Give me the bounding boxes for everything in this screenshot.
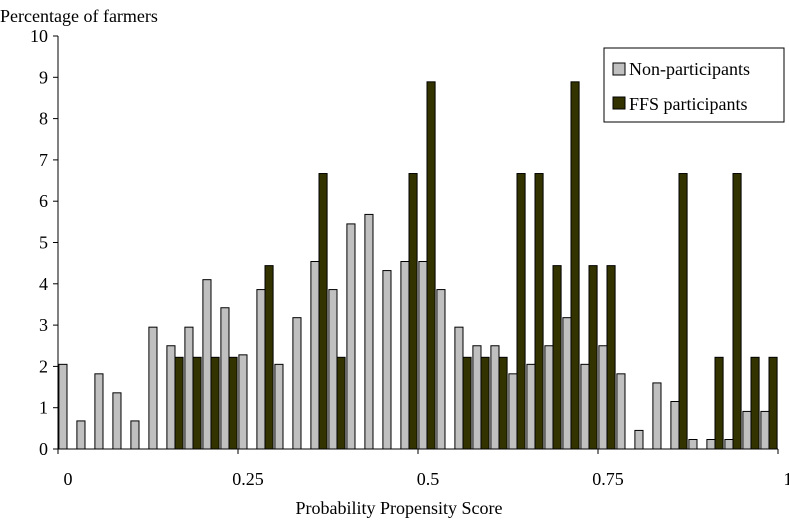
bar-ffs-participants-37: [732, 173, 742, 450]
bar-non-participants-30: [598, 345, 608, 450]
bar-non-participants-10: [238, 354, 248, 450]
bar-ffs-participants-38: [750, 356, 760, 450]
bar-non-participants-26: [526, 363, 536, 450]
bar-ffs-participants-11: [264, 265, 274, 450]
legend: Non-participants FFS participants: [603, 47, 785, 123]
bar-ffs-participants-27: [552, 265, 562, 450]
bar-ffs-participants-28: [570, 81, 580, 450]
y-tick-label-1: 1: [39, 398, 48, 418]
x-tick-label-1: 1: [784, 469, 789, 489]
y-tick-label-10: 10: [30, 26, 48, 46]
legend-label-non-participants: Non-participants: [629, 59, 750, 79]
bar-ffs-participants-7: [192, 356, 202, 450]
bar-non-participants-9: [220, 307, 230, 450]
bar-ffs-participants-36: [714, 356, 724, 450]
bar-non-participants-14: [310, 261, 320, 450]
bar-ffs-participants-23: [480, 356, 490, 450]
bar-non-participants-0: [58, 363, 68, 450]
bar-non-participants-28: [562, 317, 572, 450]
bar-ffs-participants-14: [318, 173, 328, 450]
bar-non-participants-37: [724, 439, 734, 450]
legend-swatch-non-participants: [612, 62, 626, 76]
bar-ffs-participants-8: [210, 356, 220, 450]
bars-group: [58, 81, 778, 450]
bar-non-participants-20: [418, 261, 428, 450]
bar-non-participants-7: [184, 326, 194, 450]
bar-non-participants-16: [346, 223, 356, 450]
y-tick-label-6: 6: [39, 191, 48, 211]
legend-label-ffs-participants: FFS participants: [629, 94, 748, 114]
bar-ffs-participants-29: [588, 265, 598, 450]
legend-box: [603, 47, 785, 123]
x-tick-label-0.5: 0.5: [417, 469, 440, 489]
x-tick-label-0.25: 0.25: [232, 469, 264, 489]
x-tick-label-0: 0: [64, 469, 73, 489]
x-axis-title: Probability Propensity Score: [296, 498, 503, 518]
bar-non-participants-13: [292, 317, 302, 450]
bar-ffs-participants-34: [678, 173, 688, 450]
bar-non-participants-3: [112, 392, 122, 450]
bar-non-participants-24: [490, 345, 500, 450]
bar-ffs-participants-15: [336, 356, 346, 450]
bar-ffs-participants-20: [426, 81, 436, 450]
bar-ffs-participants-26: [534, 173, 544, 450]
bar-ffs-participants-9: [228, 356, 238, 450]
bar-non-participants-31: [616, 373, 626, 450]
bar-non-participants-5: [148, 326, 158, 450]
bar-non-participants-11: [256, 289, 266, 450]
x-tick-label-0.75: 0.75: [592, 469, 624, 489]
y-tick-label-3: 3: [39, 315, 48, 335]
bar-non-participants-23: [472, 345, 482, 450]
bar-ffs-participants-30: [606, 265, 616, 450]
bar-ffs-participants-39: [768, 356, 778, 450]
bar-non-participants-34: [670, 401, 680, 450]
ticks-group: 0 1 2 3 4 5 6 7 8 9 10 0 0.25 0.5 0.75 1: [30, 26, 789, 489]
bar-non-participants-29: [580, 363, 590, 450]
bar-non-participants-2: [94, 373, 104, 450]
y-tick-label-7: 7: [39, 150, 48, 170]
bar-non-participants-39: [760, 410, 770, 450]
bar-non-participants-15: [328, 289, 338, 450]
bar-non-participants-19: [400, 261, 410, 450]
bar-non-participants-38: [742, 410, 752, 450]
bar-non-participants-8: [202, 279, 212, 450]
bar-non-participants-27: [544, 345, 554, 450]
bar-non-participants-21: [436, 289, 446, 450]
bar-non-participants-22: [454, 326, 464, 450]
bar-non-participants-33: [652, 382, 662, 450]
y-tick-label-4: 4: [39, 274, 48, 294]
bar-non-participants-1: [76, 420, 86, 450]
legend-swatch-ffs-participants: [612, 96, 626, 110]
bar-non-participants-36: [706, 439, 716, 450]
y-tick-label-8: 8: [39, 109, 48, 129]
bar-ffs-participants-24: [498, 356, 508, 450]
y-tick-label-5: 5: [39, 233, 48, 253]
y-tick-label-2: 2: [39, 356, 48, 376]
bar-non-participants-32: [634, 429, 644, 450]
bar-non-participants-25: [508, 373, 518, 450]
y-tick-label-0: 0: [39, 439, 48, 459]
bar-ffs-participants-22: [462, 356, 472, 450]
bar-non-participants-12: [274, 363, 284, 450]
bar-non-participants-6: [166, 345, 176, 450]
bar-ffs-participants-6: [174, 356, 184, 450]
y-tick-label-9: 9: [39, 67, 48, 87]
bar-non-participants-18: [382, 270, 392, 450]
bar-non-participants-17: [364, 213, 374, 450]
bar-non-participants-4: [130, 420, 140, 450]
bar-non-participants-35: [688, 439, 698, 450]
bar-ffs-participants-25: [516, 173, 526, 450]
bar-ffs-participants-19: [408, 173, 418, 450]
y-axis-title: Percentage of farmers: [0, 6, 158, 26]
